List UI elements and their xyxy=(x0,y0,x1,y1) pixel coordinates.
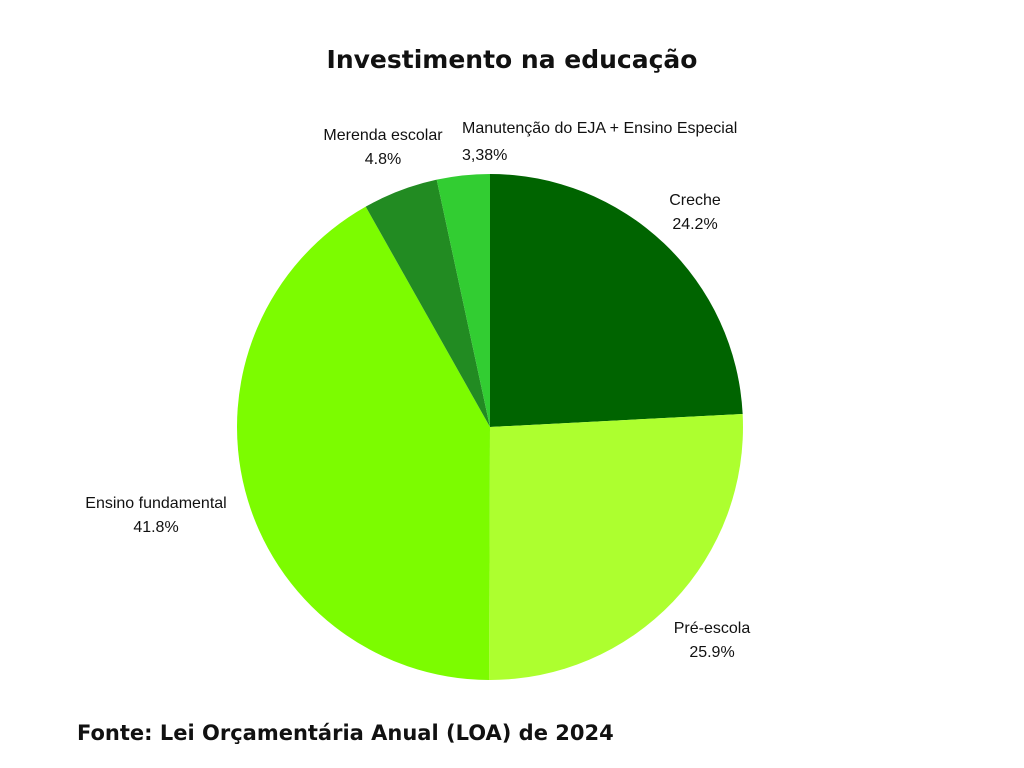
source-note: Fonte: Lei Orçamentária Anual (LOA) de 2… xyxy=(77,721,614,745)
slice-value-label: 41.8% xyxy=(133,519,178,536)
pie-slice xyxy=(236,206,490,680)
slice-label: Manutenção do EJA + Ensino Especial xyxy=(462,120,737,137)
slice-label: Merenda escolar xyxy=(323,127,443,144)
slice-label: Ensino fundamental xyxy=(85,495,226,512)
slice-value-label: 4.8% xyxy=(365,151,401,168)
slice-value-label: 25.9% xyxy=(689,644,734,661)
pie-slice xyxy=(436,174,490,427)
slice-label: Creche xyxy=(669,192,721,209)
slice-value-label: 3,38% xyxy=(462,147,507,164)
pie-slice xyxy=(365,179,490,427)
pie-slice xyxy=(489,413,743,681)
pie-slice xyxy=(490,174,743,427)
slice-value-label: 24.2% xyxy=(672,216,717,233)
slice-label: Pré-escola xyxy=(674,620,751,637)
chart-title: Investimento na educação xyxy=(327,45,698,74)
